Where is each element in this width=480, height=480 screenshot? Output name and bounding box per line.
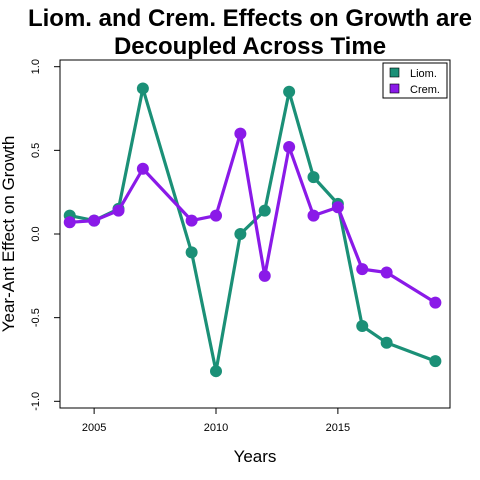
point-liom-2007 [136, 82, 149, 95]
point-liom-2010 [210, 365, 222, 378]
x-tick-label-2005: 2005 [82, 422, 106, 434]
point-crem-2019 [429, 296, 442, 309]
y-axis-title: Year-Ant Effect on Growth [0, 136, 18, 333]
point-crem-2014 [307, 209, 320, 222]
point-crem-2009 [185, 214, 198, 227]
point-liom-2012 [258, 204, 271, 217]
y-tick-label-1.0: 1.0 [30, 59, 42, 74]
point-crem-2005 [88, 214, 101, 227]
legend-label-crem: Crem. [410, 84, 440, 96]
chart-title-line1: Liom. and Crem. Effects on Growth are [28, 5, 472, 32]
point-liom-2014 [307, 171, 320, 184]
y-axis: -1.0 -0.5 0.0 0.5 1.0 [30, 59, 60, 411]
point-crem-2007 [136, 162, 149, 175]
point-liom-2019 [429, 355, 442, 368]
series-line-crem [68, 132, 437, 305]
point-crem-2011 [234, 127, 247, 140]
series-layer [63, 82, 442, 378]
x-tick-label-2015: 2015 [326, 422, 350, 434]
point-crem-2004 [63, 216, 76, 229]
legend: Liom. Crem. [382, 62, 448, 99]
x-axis-title: Years [234, 447, 277, 466]
y-tick-label--0.5: -0.5 [30, 308, 42, 327]
point-crem-2017 [380, 266, 393, 279]
point-crem-2010 [210, 209, 222, 222]
point-liom-2013 [283, 85, 296, 98]
point-crem-2015 [331, 201, 344, 214]
chart-title-line2: Decoupled Across Time [114, 33, 386, 60]
plot-frame [59, 59, 451, 409]
point-liom-2011 [234, 228, 247, 240]
legend-swatch-crem [389, 83, 400, 94]
y-tick-label--1.0: -1.0 [30, 392, 42, 411]
legend-label-liom: Liom. [410, 68, 437, 80]
point-liom-2009 [185, 246, 198, 259]
x-tick-label-2010: 2010 [204, 422, 228, 434]
legend-swatch-liom [389, 67, 400, 78]
series-line-liom [68, 86, 437, 373]
point-crem-2006 [112, 204, 125, 217]
point-crem-2013 [283, 141, 296, 153]
point-crem-2012 [258, 269, 271, 282]
y-tick-label-0.5: 0.5 [30, 143, 42, 158]
point-liom-2016 [356, 320, 369, 333]
point-liom-2017 [380, 336, 393, 349]
y-tick-label-0.0: 0.0 [30, 226, 42, 241]
x-axis: 2005 2010 2015 [82, 408, 350, 434]
point-crem-2016 [356, 263, 369, 276]
